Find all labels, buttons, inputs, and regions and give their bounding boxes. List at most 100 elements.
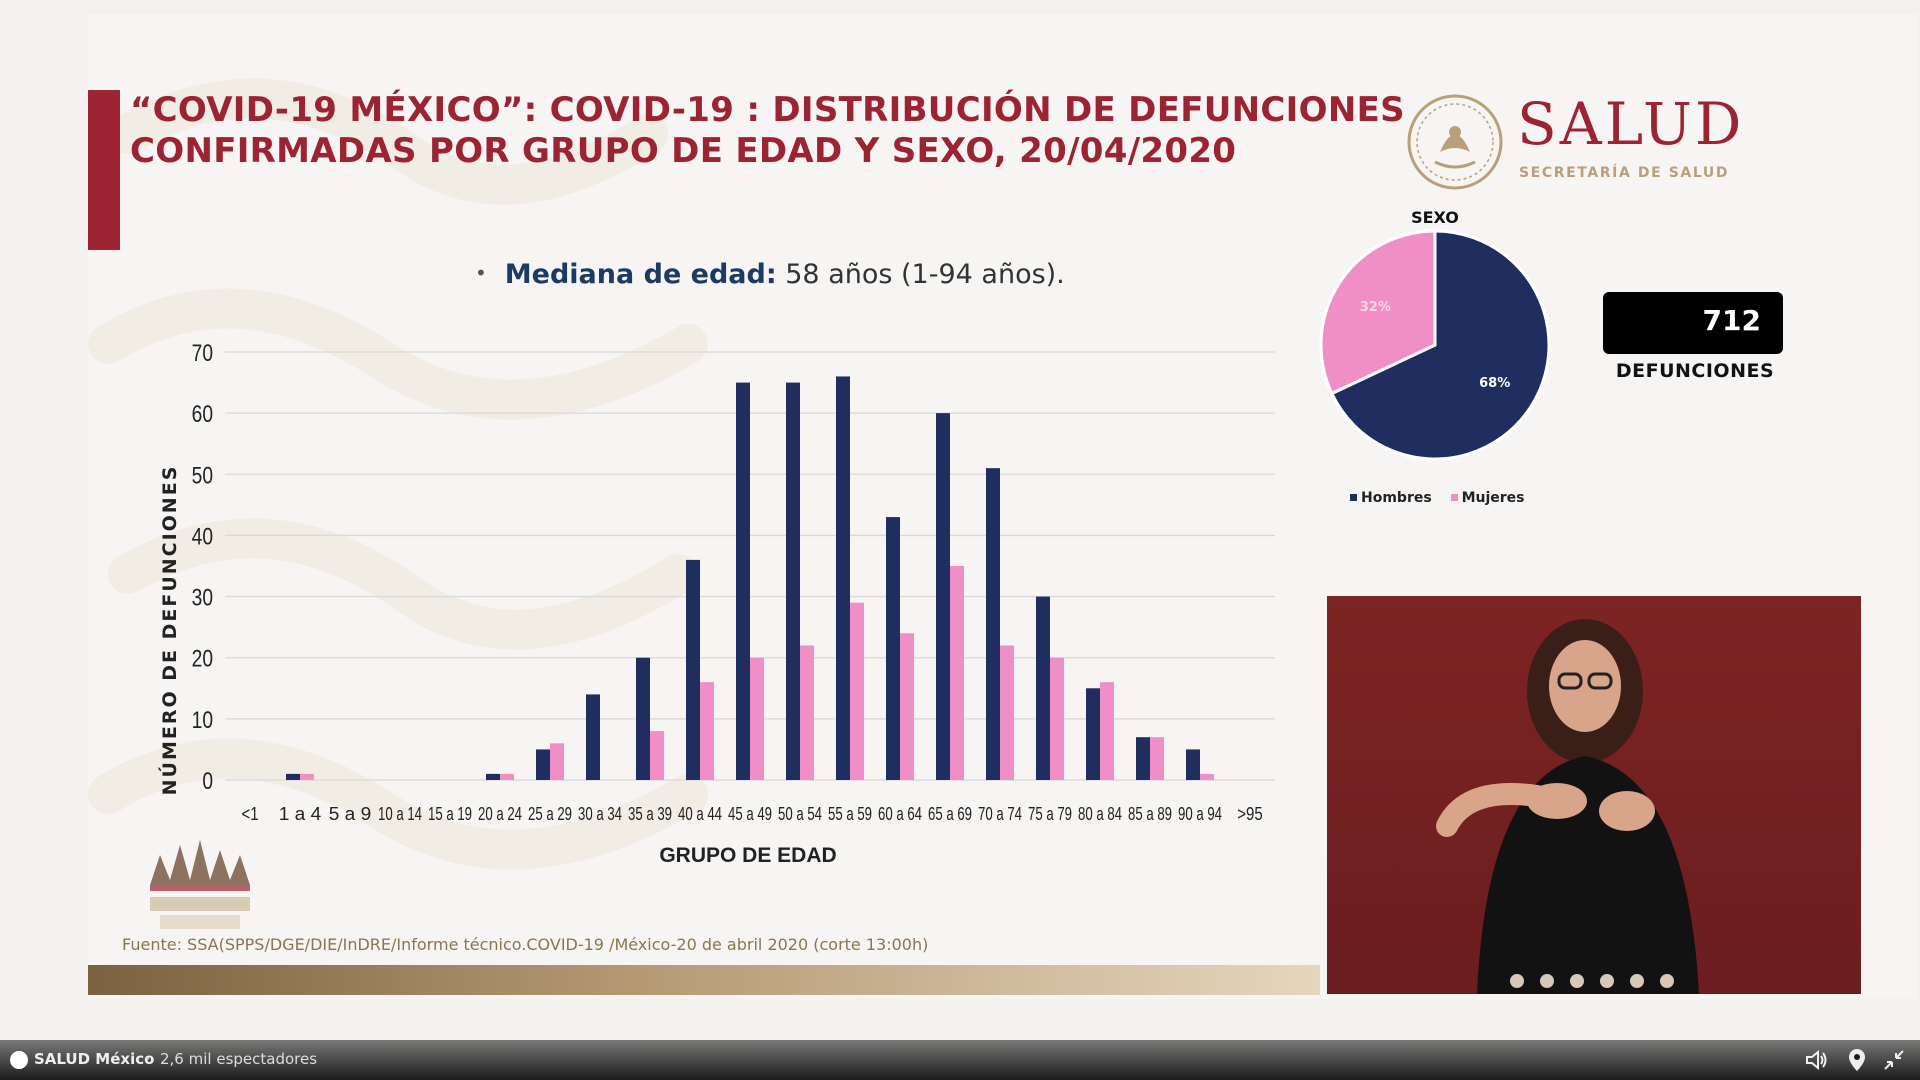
bullet-icon: • (475, 261, 487, 285)
total-deaths-value: 712 (1702, 304, 1761, 337)
bar-mujeres (650, 731, 664, 780)
bar-hombres (486, 773, 500, 780)
slide-title: “COVID-19 MÉXICO”: COVID-19 : DISTRIBUCI… (130, 90, 1405, 171)
interpreter-figure (1436, 619, 1699, 994)
x-tick-label: 5 a 9 (329, 804, 372, 824)
x-tick-label: 40 a 44 (678, 804, 722, 824)
volume-icon[interactable] (1805, 1049, 1829, 1071)
bar-mujeres (1200, 773, 1214, 780)
y-tick-label: 0 (202, 767, 213, 795)
legend-label-hombres: Hombres (1361, 490, 1432, 506)
y-tick-label: 10 (192, 706, 213, 734)
legend-item-mujeres: Mujeres (1450, 490, 1525, 506)
y-tick-label: 40 (192, 522, 213, 550)
footer-gold-band (88, 965, 1320, 995)
y-tick-label: 50 (192, 461, 213, 489)
x-tick-label: 15 a 19 (428, 804, 472, 824)
median-value: 58 años (1-94 años). (785, 259, 1065, 290)
coat-of-arms-icon (1407, 94, 1503, 190)
viewer-count: 2,6 mil espectadores (160, 1050, 318, 1068)
legend-item-hombres: Hombres (1350, 490, 1432, 506)
pie-value-label: 32% (1360, 300, 1391, 315)
decorative-pattern (88, 78, 708, 870)
x-tick-label: 90 a 94 (1178, 804, 1222, 824)
x-tick-label: 30 a 34 (578, 804, 622, 824)
bar-hombres (686, 559, 700, 780)
x-tick-label: 35 a 39 (628, 804, 672, 824)
bar-hombres (1086, 688, 1100, 780)
bar-mujeres (1000, 645, 1014, 780)
salud-logo-subtitle: SECRETARÍA DE SALUD (1519, 165, 1730, 181)
bar-mujeres (950, 566, 964, 780)
pie-title: SEXO (1411, 208, 1459, 227)
x-tick-label: 50 a 54 (778, 804, 822, 824)
bar-mujeres (1100, 682, 1114, 780)
age-group-bar-chart: 0 10 20 30 40 50 60 70 <1 1 a 4 5 a 9 10 a 14 15 a … (157, 339, 1275, 867)
x-tick-label: 75 a 79 (1028, 804, 1072, 824)
x-tick-label: 60 a 64 (878, 804, 922, 824)
x-tick-label: >95 (1237, 804, 1263, 824)
chart-bars (286, 376, 1214, 780)
separator-dot: · (146, 1050, 151, 1068)
bar-hombres (586, 694, 600, 780)
x-tick-label: 1 a 4 (279, 804, 322, 824)
bar-hombres (986, 468, 1000, 780)
location-pin-icon[interactable] (1848, 1048, 1866, 1072)
bar-mujeres (500, 773, 514, 780)
bar-hombres (1186, 749, 1200, 780)
x-axis-ticks: <1 1 a 4 5 a 9 10 a 14 15 a 19 20 a 24 25 a 29… (242, 804, 1263, 824)
channel-avatar-icon[interactable] (10, 1051, 28, 1069)
bar-mujeres (300, 773, 314, 780)
bar-hombres (636, 657, 650, 780)
x-tick-label: 45 a 49 (728, 804, 772, 824)
pie-slice-mujeres (1319, 229, 1437, 396)
bar-mujeres (1150, 737, 1164, 780)
y-axis-label: NÚMERO DE DEFUNCIONES (157, 465, 181, 796)
pie-legend: Hombres Mujeres (1350, 490, 1539, 506)
sex-pie-chart: 68% 32% (1319, 229, 1551, 461)
median-age-note: • Mediana de edad: 58 años (1-94 años). (475, 259, 1065, 290)
y-tick-label: 60 (192, 400, 213, 428)
bar-mujeres (550, 743, 564, 780)
y-tick-label: 20 (192, 645, 213, 673)
bar-mujeres (900, 633, 914, 780)
title-accent-bar (88, 90, 120, 250)
x-tick-label: 85 a 89 (1128, 804, 1172, 824)
bar-mujeres (750, 657, 764, 780)
sign-language-interpreter-video (1327, 596, 1861, 994)
x-tick-label: 80 a 84 (1078, 804, 1122, 824)
bar-mujeres (850, 602, 864, 780)
total-deaths-box: 712 (1603, 292, 1783, 354)
total-deaths-label: DEFUNCIONES (1615, 360, 1775, 382)
x-tick-label: 55 a 59 (828, 804, 872, 824)
x-tick-label: 25 a 29 (528, 804, 572, 824)
bar-hombres (286, 773, 300, 780)
video-control-bar: SALUD México · 2,6 mil espectadores (0, 1040, 1920, 1080)
y-axis-ticks: 0 10 20 30 40 50 60 70 (192, 339, 213, 795)
slide-background (88, 14, 1918, 999)
bar-hombres (536, 749, 550, 780)
y-tick-label: 70 (192, 339, 213, 367)
legend-swatch-hombres (1350, 494, 1357, 501)
bar-hombres (1136, 737, 1150, 780)
source-note: Fuente: SSA(SPPS/DGE/DIE/InDRE/Informe t… (122, 935, 929, 954)
x-axis-label: GRUPO DE EDAD (659, 844, 836, 867)
x-tick-label: 70 a 74 (978, 804, 1022, 824)
legend-swatch-mujeres (1450, 494, 1458, 501)
legend-label-mujeres: Mujeres (1461, 490, 1525, 506)
channel-name[interactable]: SALUD México (34, 1050, 155, 1068)
gobierno-de-mexico-logo-icon (150, 840, 250, 929)
bar-hombres (886, 517, 900, 780)
salud-logo-text: SALUD (1517, 90, 1745, 158)
bar-hombres (936, 413, 950, 780)
x-tick-label: 10 a 14 (378, 804, 422, 824)
bar-hombres (836, 376, 850, 780)
x-tick-label: 20 a 24 (478, 804, 522, 824)
bar-mujeres (700, 682, 714, 780)
y-tick-label: 30 (192, 583, 213, 611)
pie-value-label: 68% (1479, 376, 1510, 391)
bar-hombres (786, 382, 800, 780)
median-label: Mediana de edad: (504, 259, 777, 290)
exit-fullscreen-icon[interactable] (1883, 1049, 1905, 1071)
pie-slice-hombres (1329, 229, 1551, 461)
